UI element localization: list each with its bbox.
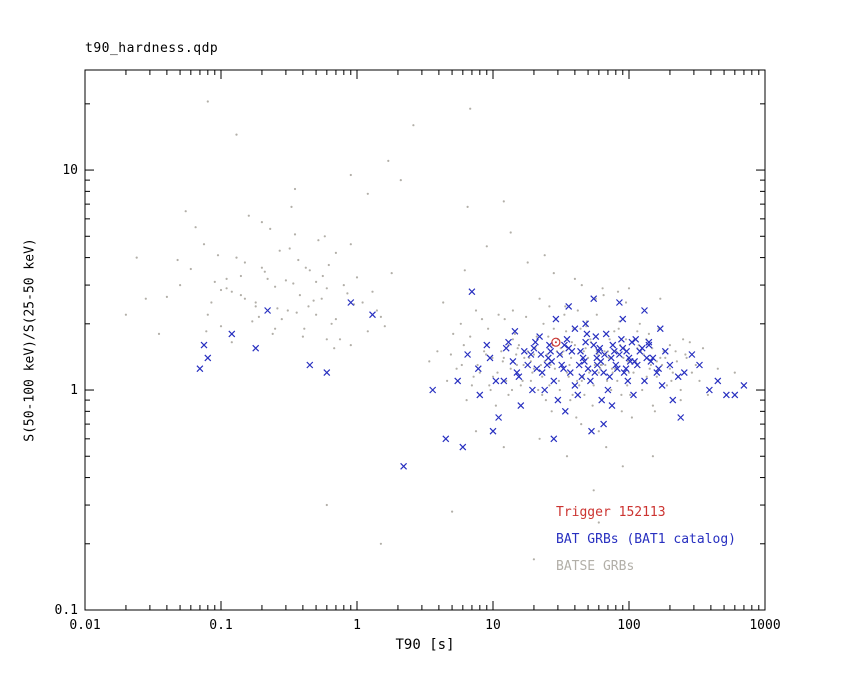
trigger-marker [551, 337, 561, 347]
legend-trigger-label: Trigger 152113 [556, 505, 666, 520]
x-tick-label: 100 [617, 618, 640, 633]
bat-points [196, 288, 748, 470]
x-tick-label: 0.1 [209, 618, 232, 633]
plot-title: t90_hardness.qdp [85, 41, 219, 56]
legend: Trigger 152113 BAT GRBs (BAT1 catalog) B… [556, 499, 736, 580]
y-tick-label: 10 [62, 163, 78, 178]
y-tick-label: 1 [70, 383, 78, 398]
y-tick-label: 0.1 [55, 603, 78, 618]
y-axis-title: S(50-100 keV)/S(25-50 keV) [22, 238, 38, 442]
x-tick-label: 0.01 [69, 618, 100, 633]
x-axis-title: T90 [s] [395, 637, 455, 653]
legend-batse-label: BATSE GRBs [556, 559, 635, 574]
batse-points [124, 100, 736, 561]
x-tick-label: 1 [353, 618, 361, 633]
plot-frame [84, 69, 766, 611]
axis-ticks [84, 70, 766, 611]
legend-bat-label: BAT GRBs (BAT1 catalog) [556, 532, 737, 547]
x-tick-label: 10 [485, 618, 501, 633]
x-tick-label: 1000 [749, 618, 780, 633]
